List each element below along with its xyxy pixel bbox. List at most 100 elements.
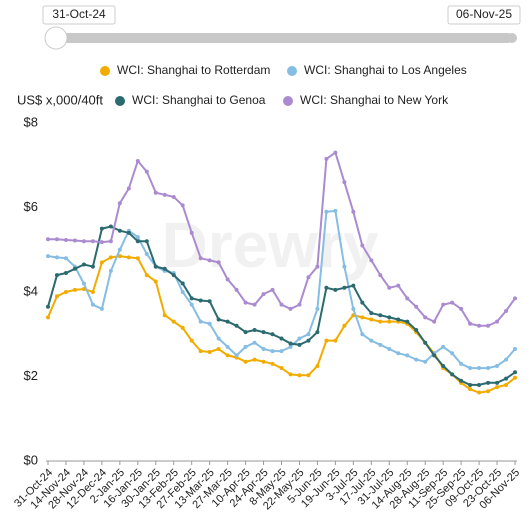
data-point [495, 363, 500, 368]
data-point [261, 292, 266, 297]
data-point [351, 283, 356, 288]
data-point [216, 336, 221, 341]
data-point [243, 330, 248, 335]
data-point [360, 243, 365, 248]
data-point [153, 264, 158, 269]
data-point [90, 264, 95, 269]
legend-label[interactable]: WCI: Shanghai to New York [300, 93, 449, 107]
data-point [477, 323, 482, 328]
data-point [369, 338, 374, 343]
data-point [72, 238, 77, 243]
data-point [252, 357, 257, 362]
data-point [279, 302, 284, 307]
data-point [153, 279, 158, 284]
legend-marker[interactable] [100, 66, 110, 76]
data-point [423, 340, 428, 345]
data-point [108, 224, 113, 229]
data-point [90, 290, 95, 294]
data-point [387, 319, 392, 324]
data-point [198, 319, 203, 324]
data-point [306, 275, 311, 280]
slider-thumb-end[interactable] [507, 33, 517, 43]
data-point [46, 254, 50, 259]
legend-label[interactable]: WCI: Shanghai to Los Angeles [304, 63, 467, 77]
data-point [459, 361, 464, 366]
data-point [468, 382, 473, 387]
data-point [333, 338, 338, 343]
data-point [243, 300, 248, 305]
data-point [117, 228, 122, 233]
y-tick-label: $8 [24, 114, 38, 129]
data-point [414, 328, 419, 333]
data-point [54, 294, 59, 299]
data-point [369, 258, 374, 263]
data-point [225, 319, 230, 324]
legend-marker[interactable] [115, 96, 125, 106]
data-point [63, 238, 68, 243]
data-point [387, 315, 392, 320]
data-point [513, 370, 517, 375]
data-point [216, 260, 221, 265]
data-point [324, 285, 329, 290]
legend-label[interactable]: WCI: Shanghai to Genoa [132, 93, 266, 107]
data-point [162, 313, 167, 318]
data-point [504, 309, 509, 314]
legend-label[interactable]: WCI: Shanghai to Rotterdam [117, 63, 270, 77]
data-point [297, 342, 302, 347]
data-point [189, 338, 194, 343]
data-point [441, 344, 446, 349]
data-point [198, 298, 203, 303]
data-point [81, 262, 86, 267]
data-point [369, 311, 374, 316]
data-point [216, 347, 221, 352]
data-point [513, 296, 517, 301]
data-point [477, 382, 482, 387]
data-point [342, 264, 347, 269]
data-point [504, 357, 509, 362]
data-point [81, 239, 86, 244]
data-point [342, 285, 347, 290]
data-point [405, 319, 410, 324]
data-point [126, 255, 131, 260]
y-tick-label: $4 [24, 283, 38, 298]
data-point [288, 372, 293, 377]
data-point [117, 201, 122, 206]
data-point [180, 290, 185, 294]
data-point [189, 296, 194, 301]
data-point [486, 380, 491, 385]
data-point [54, 255, 59, 260]
legend-marker[interactable] [283, 96, 293, 106]
legend-marker[interactable] [287, 66, 297, 76]
slider-track[interactable] [45, 33, 513, 43]
data-point [297, 302, 302, 307]
data-point [306, 338, 311, 343]
data-point [243, 344, 248, 349]
data-point [189, 302, 194, 307]
data-point [135, 159, 140, 164]
data-point [207, 258, 212, 263]
data-point [234, 287, 239, 292]
data-point [468, 321, 473, 326]
data-point [189, 230, 194, 235]
data-point [297, 336, 302, 341]
data-point [63, 256, 68, 261]
data-point [324, 156, 329, 161]
data-point [351, 209, 356, 214]
slider-thumb[interactable] [44, 26, 68, 50]
data-point [135, 235, 140, 240]
data-point [153, 190, 158, 195]
data-point [234, 353, 239, 358]
data-point [315, 306, 320, 311]
data-point [450, 372, 455, 377]
data-point [486, 323, 491, 328]
data-point [477, 390, 482, 395]
data-point [333, 150, 338, 155]
data-point [396, 317, 401, 322]
data-point [423, 315, 428, 320]
data-point [144, 251, 149, 256]
data-point [270, 349, 275, 354]
data-point [63, 270, 68, 275]
data-point [261, 330, 266, 335]
data-point [459, 306, 464, 311]
data-point [225, 344, 230, 349]
